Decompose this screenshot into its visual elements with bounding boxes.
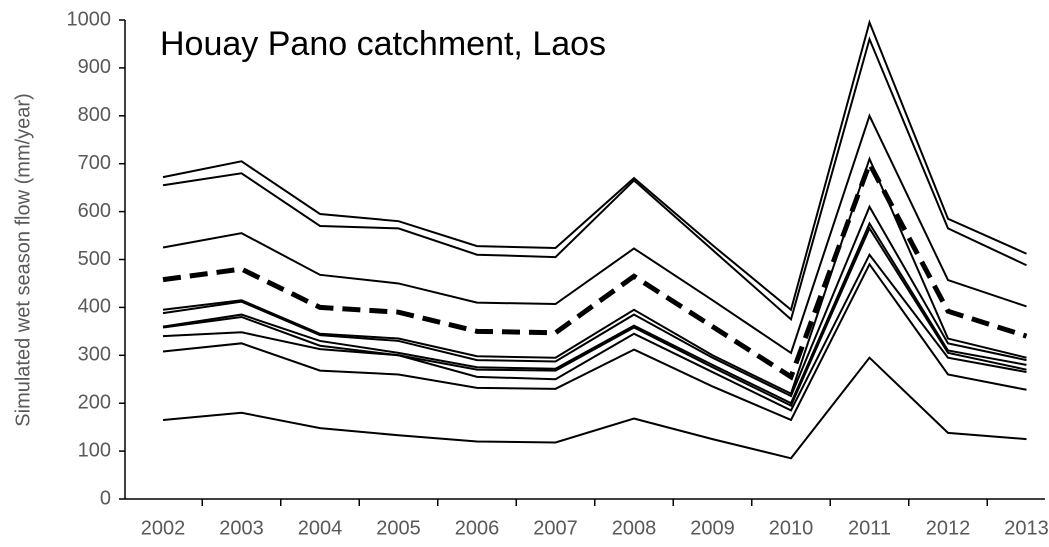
- line: [162, 204, 1027, 398]
- x-tick-label: 2004: [298, 517, 343, 539]
- x-tick-label: 2013: [1004, 517, 1049, 539]
- chart-title: Houay Pano catchment, Laos: [160, 25, 606, 63]
- line: [162, 356, 1027, 460]
- x-tick-label: 2009: [690, 517, 735, 539]
- line: [162, 156, 1027, 396]
- line: [162, 19, 1027, 312]
- x-tick-label: 2011: [848, 517, 891, 539]
- line: [162, 226, 1027, 407]
- y-tick-label: 700: [78, 152, 111, 174]
- y-tick-label: 0: [100, 487, 111, 509]
- y-tick-label: 800: [78, 104, 111, 126]
- y-tick-label: 400: [78, 296, 111, 318]
- y-axis-label: Simulated wet season flow (mm/year): [12, 93, 34, 426]
- dashed-line: [162, 157, 1028, 381]
- line: [162, 262, 1027, 422]
- y-tick-label: 500: [78, 248, 111, 270]
- line: [162, 221, 1027, 405]
- x-tick-label: 2006: [455, 517, 500, 539]
- y-tick-label: 200: [78, 391, 111, 413]
- x-tick-label: 2005: [376, 517, 421, 539]
- x-tick-label: 2008: [612, 517, 657, 539]
- x-tick-label: 2003: [219, 517, 264, 539]
- y-tick-label: 900: [78, 56, 111, 78]
- line: [162, 113, 1027, 355]
- line: [162, 36, 1027, 322]
- y-tick-label: 100: [78, 439, 111, 461]
- x-tick-label: 2010: [769, 517, 814, 539]
- y-tick-label: 300: [78, 344, 111, 366]
- line: [162, 252, 1027, 412]
- y-tick-label: 600: [78, 200, 111, 222]
- y-tick-label: 1000: [67, 8, 112, 30]
- x-tick-label: 2012: [926, 517, 971, 539]
- x-tick-label: 2007: [533, 517, 578, 539]
- x-tick-label: 2002: [141, 517, 186, 539]
